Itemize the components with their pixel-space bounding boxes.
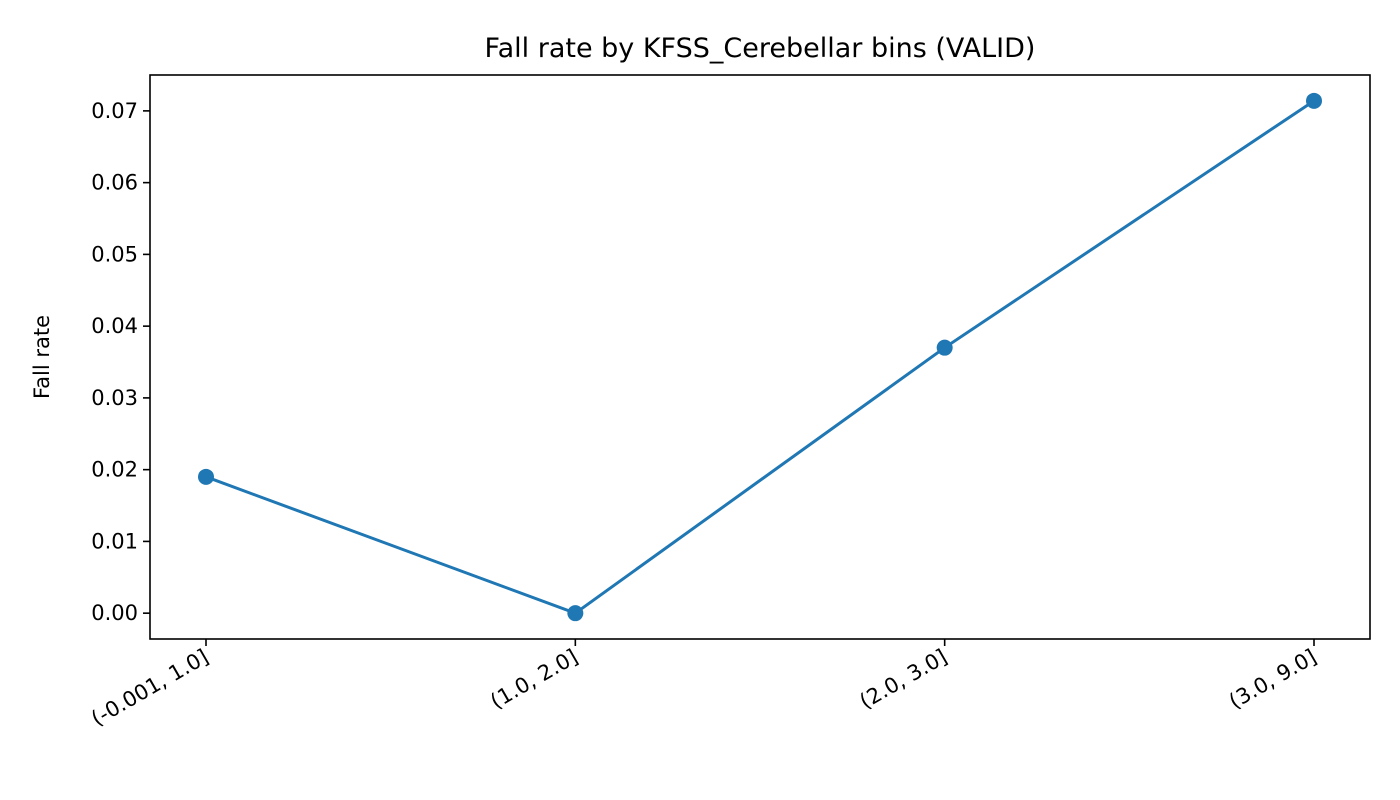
chart-title: Fall rate by KFSS_Cerebellar bins (VALID… bbox=[485, 33, 1036, 64]
y-tick-label: 0.03 bbox=[91, 386, 138, 410]
y-tick-label: 0.07 bbox=[91, 99, 138, 123]
data-point bbox=[936, 339, 953, 356]
x-tick-label: (-0.001, 1.0] bbox=[87, 645, 212, 731]
x-tick-label: (2.0, 3.0] bbox=[856, 645, 952, 714]
y-axis: 0.00 0.01 0.02 0.03 0.04 0.05 0.06 0.07 bbox=[91, 99, 150, 625]
data-series bbox=[198, 92, 1322, 622]
y-tick-label: 0.02 bbox=[91, 458, 138, 482]
x-tick-label: (3.0, 9.0] bbox=[1225, 645, 1321, 714]
series-line bbox=[205, 99, 1315, 615]
data-point bbox=[198, 468, 214, 485]
y-tick-label: 0.00 bbox=[91, 601, 138, 625]
x-tick-label: (1.0, 2.0] bbox=[486, 645, 582, 714]
data-point bbox=[1306, 92, 1322, 109]
x-axis: (-0.001, 1.0] (1.0, 2.0] (2.0, 3.0] (3.0, 9… bbox=[87, 639, 1321, 731]
y-tick-label: 0.01 bbox=[91, 529, 138, 553]
y-tick-label: 0.05 bbox=[91, 242, 138, 266]
y-tick-label: 0.06 bbox=[91, 171, 138, 195]
y-tick-label: 0.04 bbox=[91, 314, 138, 338]
plot-area-frame bbox=[149, 74, 1371, 640]
y-axis-label: Fall rate bbox=[30, 315, 54, 399]
data-point bbox=[567, 605, 584, 622]
